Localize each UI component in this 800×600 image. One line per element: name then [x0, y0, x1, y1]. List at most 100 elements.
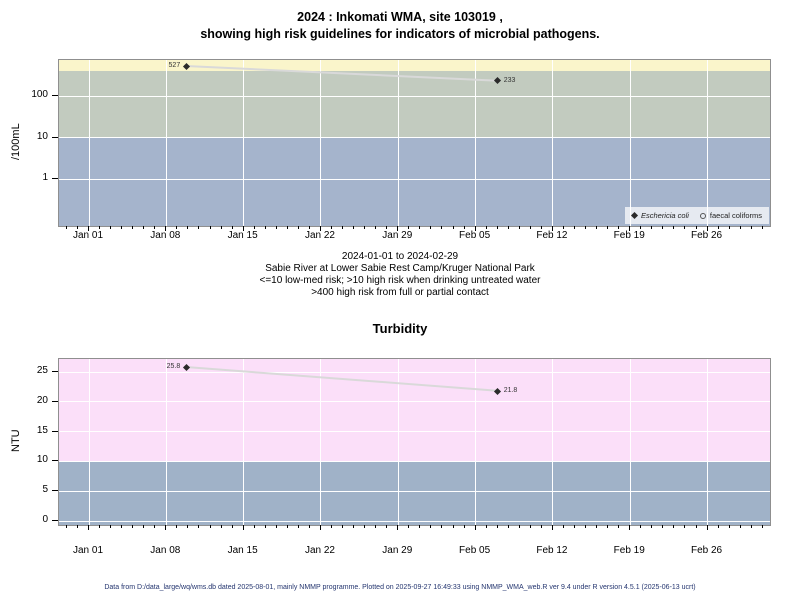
- x-axis-minor-tick: [717, 525, 719, 528]
- x-tick-label: Feb 12: [536, 545, 568, 556]
- x-axis-minor-tick: [132, 226, 134, 229]
- y-tick-label: 10: [36, 454, 48, 466]
- x-axis-minor-tick: [143, 525, 145, 528]
- risk-band: [59, 71, 770, 138]
- x-axis-minor-tick: [485, 226, 487, 229]
- x-axis-minor-tick: [452, 525, 454, 528]
- x-tick-label: Jan 22: [304, 230, 335, 241]
- x-axis-minor-tick: [607, 525, 609, 528]
- page-title: 2024 : Inkomati WMA, site 103019 , showi…: [0, 9, 800, 43]
- x-axis-minor-tick: [496, 226, 498, 229]
- x-axis-minor-tick: [540, 525, 542, 528]
- x-axis-major-tick: [551, 525, 553, 530]
- y-axis-tick: [52, 460, 58, 462]
- x-tick-label: Jan 29: [382, 230, 413, 241]
- vertical-gridline: [165, 359, 167, 525]
- y-tick-label: 20: [36, 394, 48, 406]
- vertical-gridline: [475, 60, 477, 226]
- x-axis-minor-tick: [739, 525, 741, 528]
- vertical-gridline: [243, 60, 245, 226]
- x-tick-label: Jan 29: [382, 545, 413, 556]
- x-axis-minor-tick: [154, 525, 156, 528]
- x-axis-minor-tick: [99, 525, 101, 528]
- vertical-gridline: [320, 60, 322, 226]
- x-axis-minor-tick: [198, 525, 200, 528]
- caption-site-name: Sabie River at Lower Sabie Rest Camp/Kru…: [265, 263, 535, 274]
- x-axis-minor-tick: [607, 226, 609, 229]
- filled-diamond-icon: [630, 211, 639, 220]
- x-axis-major-tick: [629, 525, 631, 530]
- x-axis-minor-tick: [419, 226, 421, 229]
- y-tick-label: 25: [36, 365, 48, 376]
- x-axis-minor-tick: [441, 226, 443, 229]
- x-axis-minor-tick: [231, 525, 233, 528]
- x-axis-minor-tick: [585, 525, 587, 528]
- x-axis-major-tick: [242, 226, 244, 231]
- x-axis-minor-tick: [673, 226, 675, 229]
- y-axis-tick: [52, 136, 58, 138]
- x-axis-major-tick: [474, 226, 476, 231]
- vertical-gridline: [88, 359, 90, 525]
- x-axis-minor-tick: [209, 226, 211, 229]
- vertical-gridline: [629, 359, 631, 525]
- x-axis-minor-tick: [253, 226, 255, 229]
- x-axis-minor-tick: [750, 226, 752, 229]
- y-tick-label: 100: [31, 89, 48, 100]
- horizontal-gridline: [59, 371, 770, 373]
- microbial-plot-area: Eschericia coli faecal coliforms 527 233: [58, 59, 771, 227]
- x-axis-minor-tick: [684, 226, 686, 229]
- x-axis-minor-tick: [728, 525, 730, 528]
- legend-label-faecal-coliforms: faecal coliforms: [709, 211, 763, 220]
- horizontal-gridline: [59, 401, 770, 403]
- data-point-label: 21.8: [503, 387, 518, 395]
- x-axis-minor-tick: [651, 525, 653, 528]
- legend-label-ecoli: Eschericia coli: [640, 211, 689, 220]
- x-axis-minor-tick: [507, 226, 509, 229]
- y-tick-label: 1: [42, 172, 48, 183]
- data-point-label: 25.8: [166, 363, 181, 371]
- x-axis-minor-tick: [110, 226, 112, 229]
- x-axis-minor-tick: [99, 226, 101, 229]
- y-tick-label: 10: [36, 130, 48, 142]
- vertical-gridline: [475, 359, 477, 525]
- x-tick-label: Jan 01: [72, 230, 104, 241]
- x-axis-minor-tick: [76, 226, 78, 229]
- x-axis-minor-tick: [220, 226, 222, 229]
- x-axis-minor-tick: [331, 226, 332, 229]
- x-axis-minor-tick: [275, 226, 277, 229]
- x-axis-minor-tick: [640, 226, 642, 229]
- horizontal-gridline: [59, 178, 770, 180]
- x-axis-minor-tick: [463, 226, 465, 229]
- x-axis-minor-tick: [121, 226, 123, 229]
- x-axis-minor-tick: [65, 226, 67, 229]
- data-point-label: 527: [168, 62, 181, 70]
- turbidity-chart: NTU 25.8 21.8 25 20 15 10 5 0 Jan 01 Jan 08 Jan 1…: [0, 358, 800, 573]
- x-axis-minor-tick: [65, 525, 67, 528]
- x-axis-major-tick: [88, 525, 89, 530]
- vertical-gridline: [320, 359, 322, 525]
- vertical-gridline: [397, 60, 399, 226]
- footer-provenance-text: Data from D:/data_large/wq/wms.db dated …: [104, 584, 696, 591]
- x-axis-minor-tick: [132, 525, 134, 528]
- vertical-gridline: [552, 359, 554, 525]
- y-axis-tick: [52, 371, 58, 372]
- x-axis-minor-tick: [331, 525, 332, 528]
- turbidity-plot-area: 25.8 21.8: [58, 358, 771, 526]
- x-tick-label: Jan 15: [227, 545, 258, 556]
- x-tick-label: Feb 19: [613, 230, 645, 241]
- x-axis-minor-tick: [121, 525, 123, 528]
- vertical-gridline: [165, 60, 167, 226]
- x-axis-minor-tick: [485, 525, 487, 528]
- vertical-gridline: [629, 60, 631, 226]
- x-tick-label: Jan 01: [72, 545, 104, 556]
- x-axis-minor-tick: [286, 525, 288, 528]
- x-axis-minor-tick: [596, 226, 598, 229]
- x-axis-minor-tick: [463, 525, 465, 528]
- y-axis-tick: [52, 178, 58, 179]
- x-axis-minor-tick: [739, 226, 741, 229]
- x-axis-major-tick: [551, 226, 553, 231]
- x-axis-minor-tick: [618, 525, 620, 528]
- x-tick-label: Jan 08: [150, 230, 181, 241]
- x-axis-minor-tick: [695, 525, 697, 528]
- x-axis-major-tick: [165, 226, 167, 231]
